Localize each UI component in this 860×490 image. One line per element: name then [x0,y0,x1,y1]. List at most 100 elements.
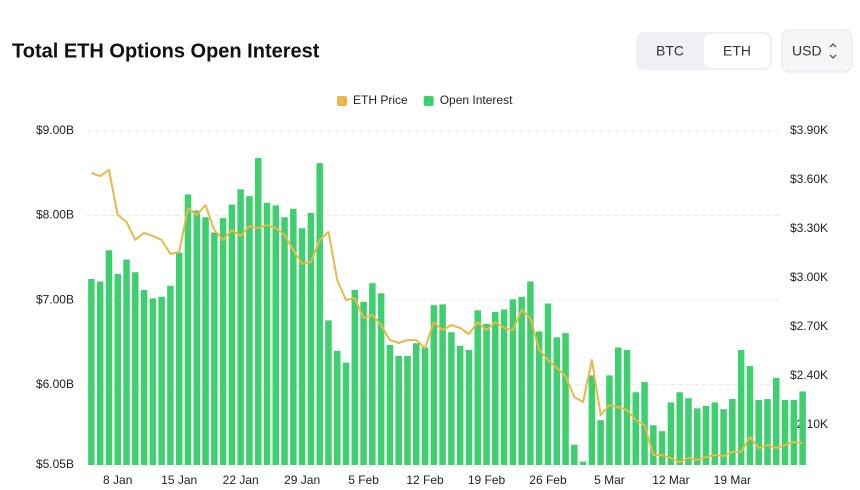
y2-tick-label: $3.30K [790,221,828,235]
bar [755,399,762,465]
bar [658,431,666,465]
bar [193,210,201,465]
bar [114,273,121,465]
x-tick-label: 8 Jan [103,473,132,487]
bar [237,189,244,465]
bar [579,461,587,465]
y2-tick-label: $3.00K [790,270,828,284]
toggle-eth[interactable]: ETH [723,43,751,59]
bar [483,323,490,465]
bar [641,382,648,465]
bar [386,344,394,465]
bar [281,217,288,465]
bar [149,298,157,465]
bar [571,444,578,465]
bar [246,196,253,465]
bar [421,347,429,465]
legend-swatch [337,96,347,106]
toggle-btc[interactable]: BTC [656,43,684,59]
bar [96,281,104,465]
bar [456,345,464,465]
bar [588,375,596,465]
bar [202,217,209,465]
bar [325,320,332,465]
x-tick-label: 26 Feb [529,473,567,487]
bar [132,272,139,465]
bar [439,304,446,465]
bar [702,405,710,465]
toggle-selected [704,34,770,68]
bar [676,392,683,465]
y2-tick-label: $2.70K [790,319,828,333]
bar [360,301,367,465]
price-line [91,169,803,464]
x-tick-label: 5 Mar [594,473,625,487]
bar [562,333,569,465]
legend-swatch [423,96,434,106]
bar [492,311,499,465]
bar [693,408,701,465]
bar [272,205,280,465]
bar [667,402,675,465]
bar [518,296,525,465]
bar [158,296,165,465]
x-tick-label: 29 Jan [284,473,320,487]
x-tick-label: 12 Feb [406,473,444,487]
bar [316,163,323,465]
bar [781,399,789,465]
x-tick-label: 12 Mar [652,473,689,487]
y-tick-label: $9.00B [36,123,74,137]
bar [175,252,183,465]
select-arrows [829,43,837,59]
bar [377,293,385,465]
bar [632,392,640,465]
bar [729,399,736,465]
bar [184,194,192,465]
bar [799,391,806,465]
bar [342,362,350,465]
bar [773,377,780,465]
bar [290,208,297,465]
bar [369,283,376,465]
legend-label: Open Interest [440,93,513,107]
bar [395,355,402,465]
y-tick-label: $7.00B [36,292,74,306]
bar [535,331,543,465]
bar [123,259,130,465]
bar [140,289,148,465]
bar [219,218,227,465]
bar [764,399,771,465]
bar [333,350,341,465]
bar [404,355,411,465]
bar [553,337,561,465]
bar [211,232,218,465]
bar [623,350,631,465]
bar [448,332,455,465]
page-title: Total ETH Options Open Interest [12,40,320,62]
bar [527,281,534,465]
bar [685,398,692,465]
bar [711,402,719,465]
x-tick-label: 19 Feb [468,473,506,487]
bar [606,375,613,465]
bar [307,213,315,465]
bar [298,228,306,465]
bar [105,250,113,465]
currency-select[interactable] [781,29,853,73]
bar [88,278,95,465]
bar [228,204,236,465]
bar [509,299,517,465]
x-tick-label: 19 Mar [714,473,751,487]
y2-tick-label: $2.40K [790,368,828,382]
bar [167,285,174,465]
y-tick-label: $6.00B [36,377,74,391]
bar [430,305,438,465]
y-tick-label: $8.00B [36,208,74,222]
currency-label[interactable]: USD [792,43,822,59]
legend-label: ETH Price [353,93,408,107]
bar [746,366,754,465]
bar [351,289,359,465]
bar [597,420,604,465]
bar [790,399,798,465]
